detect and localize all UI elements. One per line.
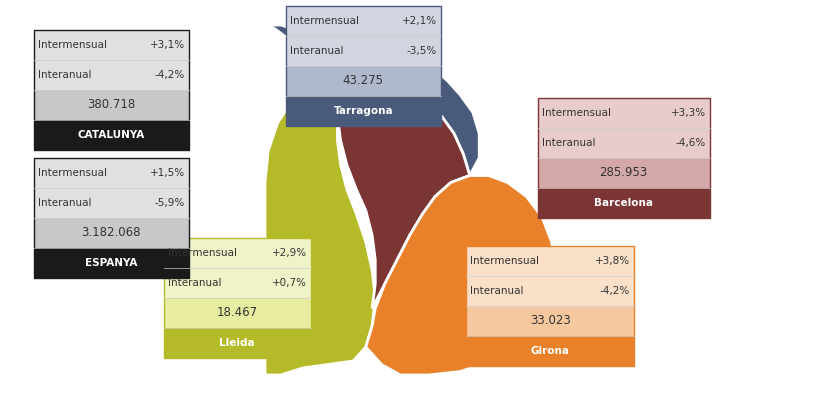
Text: 43.275: 43.275 bbox=[343, 74, 384, 88]
Bar bbox=[164, 268, 311, 298]
Polygon shape bbox=[365, 176, 554, 375]
Text: 3.182.068: 3.182.068 bbox=[81, 226, 141, 240]
Text: Intermensual: Intermensual bbox=[290, 16, 359, 26]
Bar bbox=[34, 158, 189, 278]
Polygon shape bbox=[265, 70, 375, 375]
Text: 285.953: 285.953 bbox=[600, 166, 648, 180]
Text: 18.467: 18.467 bbox=[217, 306, 258, 320]
Text: +2,1%: +2,1% bbox=[402, 16, 437, 26]
Bar bbox=[164, 238, 311, 358]
Bar bbox=[286, 6, 441, 36]
Bar bbox=[538, 98, 710, 128]
Text: Interanual: Interanual bbox=[470, 286, 523, 296]
Text: Barcelona: Barcelona bbox=[594, 198, 654, 208]
Polygon shape bbox=[265, 25, 479, 176]
Text: +3,1%: +3,1% bbox=[150, 40, 185, 50]
Bar bbox=[466, 246, 634, 276]
Bar bbox=[466, 336, 634, 366]
Bar bbox=[34, 90, 189, 120]
Text: Interanual: Interanual bbox=[542, 138, 595, 148]
Bar bbox=[164, 298, 311, 328]
Text: Intermensual: Intermensual bbox=[38, 168, 107, 178]
Text: Interanual: Interanual bbox=[168, 278, 221, 288]
Bar bbox=[286, 66, 441, 96]
Bar bbox=[164, 238, 311, 268]
Bar bbox=[286, 96, 441, 126]
Bar bbox=[34, 188, 189, 218]
Text: +1,5%: +1,5% bbox=[150, 168, 185, 178]
Bar bbox=[466, 246, 634, 366]
Bar bbox=[286, 36, 441, 66]
Text: Tarragona: Tarragona bbox=[333, 106, 393, 116]
Bar bbox=[538, 188, 710, 218]
Bar bbox=[34, 30, 189, 150]
Bar bbox=[34, 218, 189, 248]
Bar bbox=[466, 276, 634, 306]
Text: -4,2%: -4,2% bbox=[600, 286, 630, 296]
Bar bbox=[34, 158, 189, 188]
Bar bbox=[538, 98, 710, 218]
Text: CATALUNYA: CATALUNYA bbox=[77, 130, 145, 140]
Text: Lleida: Lleida bbox=[219, 338, 255, 348]
Text: Intermensual: Intermensual bbox=[542, 108, 611, 118]
Text: -3,5%: -3,5% bbox=[407, 46, 437, 56]
Bar bbox=[34, 60, 189, 90]
Bar bbox=[34, 120, 189, 150]
Bar bbox=[286, 6, 441, 126]
Text: ESPANYA: ESPANYA bbox=[85, 258, 138, 268]
Text: +3,3%: +3,3% bbox=[670, 108, 706, 118]
Bar bbox=[34, 248, 189, 278]
Text: Interanual: Interanual bbox=[38, 70, 91, 80]
Bar bbox=[34, 30, 189, 60]
Text: 33.023: 33.023 bbox=[530, 314, 570, 328]
Text: Intermensual: Intermensual bbox=[38, 40, 107, 50]
Polygon shape bbox=[338, 81, 470, 308]
Text: +0,7%: +0,7% bbox=[272, 278, 307, 288]
Text: +2,9%: +2,9% bbox=[271, 248, 307, 258]
Text: 380.718: 380.718 bbox=[87, 98, 135, 112]
Bar bbox=[164, 328, 311, 358]
Text: Intermensual: Intermensual bbox=[168, 248, 237, 258]
Bar bbox=[538, 158, 710, 188]
Text: +3,8%: +3,8% bbox=[595, 256, 630, 266]
Text: Girona: Girona bbox=[531, 346, 570, 356]
Text: -4,2%: -4,2% bbox=[155, 70, 185, 80]
Bar bbox=[538, 128, 710, 158]
Text: Intermensual: Intermensual bbox=[470, 256, 539, 266]
Text: -5,9%: -5,9% bbox=[155, 198, 185, 208]
Bar bbox=[466, 306, 634, 336]
Text: Interanual: Interanual bbox=[290, 46, 343, 56]
Text: Interanual: Interanual bbox=[38, 198, 91, 208]
Text: -4,6%: -4,6% bbox=[675, 138, 706, 148]
